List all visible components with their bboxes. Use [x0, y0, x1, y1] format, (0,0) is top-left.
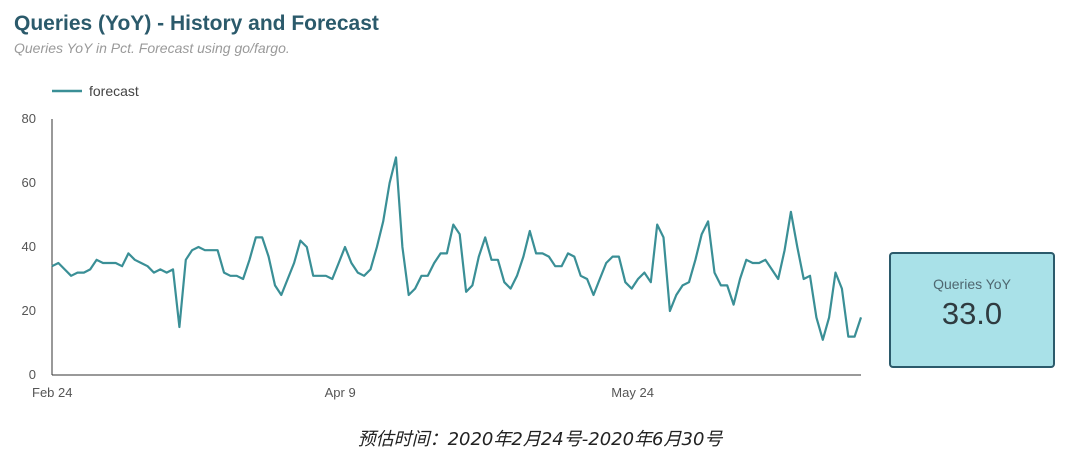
y-tick-label: 60: [22, 175, 36, 190]
x-tick-label: May 24: [611, 385, 654, 400]
x-tick-label: Feb 24: [32, 385, 72, 400]
line-chart: 0 20 40 60 80 Feb 24 Apr 9 May 24 forecast: [22, 83, 863, 400]
x-tick-label: Apr 9: [325, 385, 356, 400]
y-tick-label: 20: [22, 303, 36, 318]
y-tick-label: 0: [29, 367, 36, 382]
y-tick-label: 40: [22, 239, 36, 254]
chart-title: Queries (YoY) - History and Forecast: [14, 12, 379, 35]
forecast-period-caption: 预估时间：2020年2月24号-2020年6月30号: [357, 429, 723, 450]
legend-label-forecast: forecast: [89, 83, 139, 99]
series-line-forecast: [51, 156, 863, 341]
y-tick-label: 80: [22, 111, 36, 126]
chart-subtitle: Queries YoY in Pct. Forecast using go/fa…: [14, 40, 290, 56]
queries-yoy-scorecard: Queries YoY 33.0: [889, 252, 1055, 368]
scorecard-label: Queries YoY: [933, 276, 1011, 292]
scorecard-value: 33.0: [941, 296, 1003, 331]
